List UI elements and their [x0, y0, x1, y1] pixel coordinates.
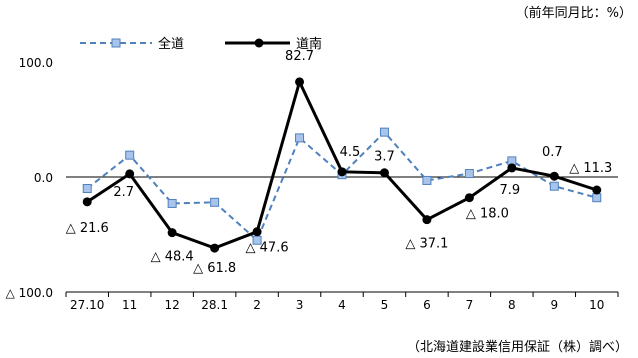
- series-point-zendo: [592, 193, 602, 203]
- y-tick-label: △ 100.0: [6, 286, 53, 300]
- series-point-donan: [295, 77, 305, 87]
- data-label: △ 11.3: [569, 161, 612, 176]
- data-label: 0.7: [542, 145, 563, 160]
- series-point-donan: [464, 193, 474, 203]
- series-point-zendo: [295, 133, 305, 143]
- unit-note: （前年同月比：%）: [515, 6, 632, 21]
- series-point-zendo: [252, 235, 262, 245]
- chart-axes: 27.10 11 12 28.1 2 3 4 5 6 7 8 9 10 100.0 0.0 △ 100.0: [6, 56, 619, 312]
- data-label: 7.9: [500, 183, 521, 198]
- series-point-donan: [82, 197, 92, 207]
- x-tick-label: 11: [122, 298, 137, 312]
- data-label: 82.7: [285, 49, 314, 64]
- series-point-donan: [337, 167, 347, 177]
- x-tick-label: 4: [338, 298, 346, 312]
- y-tick-label: 0.0: [34, 171, 53, 185]
- legend-marker-donan: [254, 38, 264, 48]
- series-point-donan: [507, 163, 517, 173]
- x-tick-label: 27.10: [70, 298, 104, 312]
- series-point-zendo: [125, 150, 135, 160]
- x-tick-label: 10: [589, 298, 604, 312]
- series-point-zendo: [422, 175, 432, 185]
- x-tick-label: 5: [381, 298, 389, 312]
- series-point-donan: [125, 169, 135, 179]
- series-point-donan: [422, 215, 432, 225]
- data-label: △ 48.4: [151, 250, 194, 265]
- data-label: 2.7: [113, 185, 134, 200]
- series-point-donan: [167, 228, 177, 238]
- y-tick-label: 100.0: [19, 56, 53, 70]
- series-point-donan: [252, 227, 262, 237]
- x-tick-label: 12: [165, 298, 180, 312]
- data-label: △ 37.1: [405, 237, 448, 252]
- data-label: △ 18.0: [466, 207, 509, 222]
- series-point-zendo: [379, 127, 389, 137]
- legend-label-donan: 道南: [296, 36, 322, 52]
- data-label: △ 61.8: [193, 261, 236, 276]
- data-label: 3.7: [374, 150, 395, 165]
- series-point-zendo: [167, 198, 177, 208]
- x-tick-label: 3: [296, 298, 304, 312]
- series-point-donan: [379, 168, 389, 178]
- chart-legend: 全道 道南: [80, 36, 322, 52]
- chart-series: [82, 77, 602, 253]
- legend-marker-zendo: [111, 38, 121, 48]
- x-tick-label: 2: [253, 298, 261, 312]
- source-note: （北海道建設業信用保証（株）調べ）: [406, 340, 628, 355]
- series-point-zendo: [210, 197, 220, 207]
- series-point-zendo: [549, 181, 559, 191]
- x-tick-label: 9: [550, 298, 558, 312]
- x-tick-label: 6: [423, 298, 431, 312]
- data-label: 4.5: [340, 145, 361, 160]
- series-point-donan: [549, 171, 559, 181]
- chart-data-labels: △ 21.6 2.7 △ 48.4△ 61.8 △ 47.6 82.7 4.5 3.7 △ 3…: [66, 49, 613, 276]
- data-label: △ 21.6: [66, 221, 109, 236]
- series-point-zendo: [464, 169, 474, 179]
- x-tick-label: 8: [508, 298, 516, 312]
- series-point-zendo: [82, 184, 92, 193]
- x-tick-label: 7: [466, 298, 474, 312]
- legend-label-zendo: 全道: [158, 36, 184, 52]
- data-label: △ 47.6: [246, 241, 289, 256]
- series-point-donan: [592, 185, 602, 195]
- x-tick-label: 28.1: [201, 298, 228, 312]
- series-point-donan: [210, 243, 220, 253]
